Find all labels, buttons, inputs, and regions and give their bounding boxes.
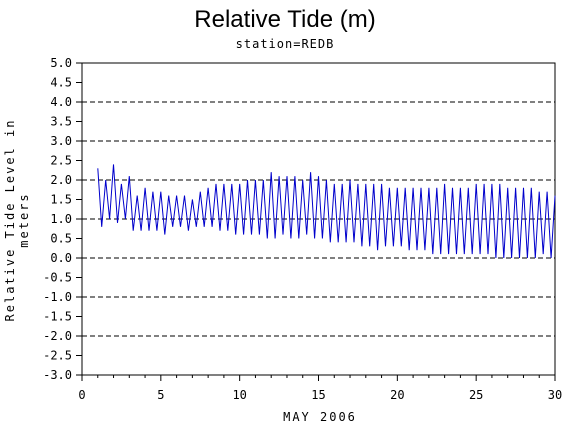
x-tick-label: 5 bbox=[157, 388, 164, 402]
y-tick-label: 4.0 bbox=[50, 95, 72, 109]
y-tick-label: 3.0 bbox=[50, 134, 72, 148]
y-tick-label: -2.5 bbox=[43, 349, 72, 363]
series-layer bbox=[97, 164, 556, 259]
x-tick-label: 10 bbox=[232, 388, 246, 402]
x-axis-label: MAY 2006 bbox=[283, 410, 357, 424]
chart-title: Relative Tide (m) bbox=[194, 6, 376, 33]
y-tick-label: -2.0 bbox=[43, 329, 72, 343]
y-tick-label: -3.0 bbox=[43, 368, 72, 382]
chart-subtitle: station=REDB bbox=[235, 37, 335, 51]
y-tick-label: 0.5 bbox=[50, 232, 72, 246]
axis-layer: 5.0 4.5 4.0 3.5 3.0 2.5 2.0 1.5 1.0 0.5 0.0 -0.5 -1.… bbox=[43, 56, 562, 402]
y-tick-label: 4.5 bbox=[50, 76, 72, 90]
y-tick-label: 1.5 bbox=[50, 193, 72, 207]
y-tick-label: 2.0 bbox=[50, 173, 72, 187]
y-tick-label: 3.5 bbox=[50, 115, 72, 129]
y-axis-label: Relative Tide Level in meters bbox=[3, 118, 31, 322]
y-tick-label: -1.0 bbox=[43, 290, 72, 304]
y-tick-label: 1.0 bbox=[50, 212, 72, 226]
x-tick-label: 20 bbox=[390, 388, 404, 402]
x-tick-label: 15 bbox=[311, 388, 325, 402]
x-tick-label: 25 bbox=[469, 388, 483, 402]
y-tick-label: 2.5 bbox=[50, 154, 72, 168]
grid-layer bbox=[82, 62, 555, 376]
x-tick-label: 30 bbox=[548, 388, 562, 402]
y-tick-label: -0.5 bbox=[43, 271, 72, 285]
tide-series-line bbox=[97, 164, 556, 259]
y-tick-label: -1.5 bbox=[43, 310, 72, 324]
y-tick-label: 5.0 bbox=[50, 56, 72, 70]
x-tick-label: 0 bbox=[78, 388, 85, 402]
y-tick-label: 0.0 bbox=[50, 251, 72, 265]
